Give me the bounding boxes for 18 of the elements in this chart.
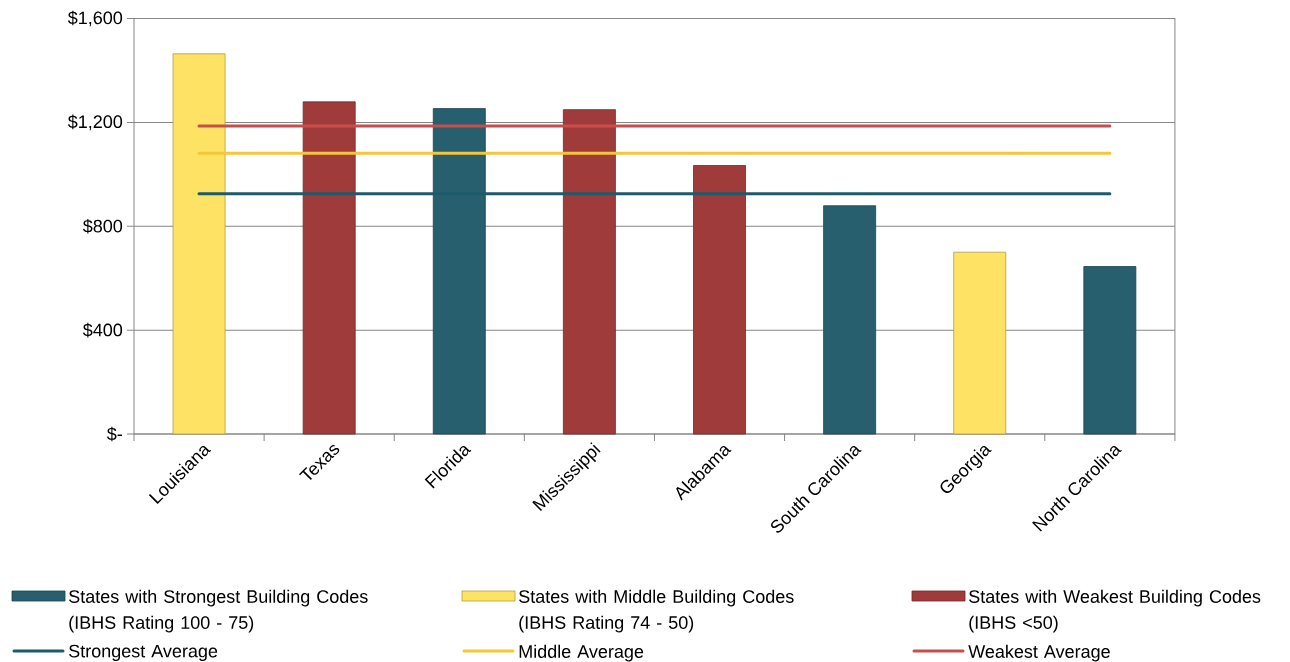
y-tick-label: $1,600 (67, 10, 123, 27)
bar (562, 109, 616, 435)
y-tick-label: $400 (82, 322, 123, 338)
bar (693, 165, 746, 435)
legend-label: States with Weakest Building Codes (IBHS <50) (969, 589, 1261, 633)
legend-label: Weakest Average (968, 644, 1110, 662)
legend-label: Strongest Average (69, 644, 218, 662)
bar (1083, 266, 1137, 435)
legend-label: Middle Average (519, 644, 644, 662)
y-tick-label: $1,200 (67, 114, 123, 131)
bar (823, 205, 877, 435)
legend-label: States with Middle Building Codes (IBHS Rating 74 - 50) (519, 589, 794, 633)
y-tick-label: $800 (82, 218, 123, 234)
bar (172, 53, 226, 435)
legend-label: States with Strongest Building Codes (IBHS Rating 100 - 75) (69, 589, 368, 633)
bar (302, 101, 356, 435)
y-tick-label: $- (106, 426, 122, 442)
bar (953, 251, 1007, 435)
